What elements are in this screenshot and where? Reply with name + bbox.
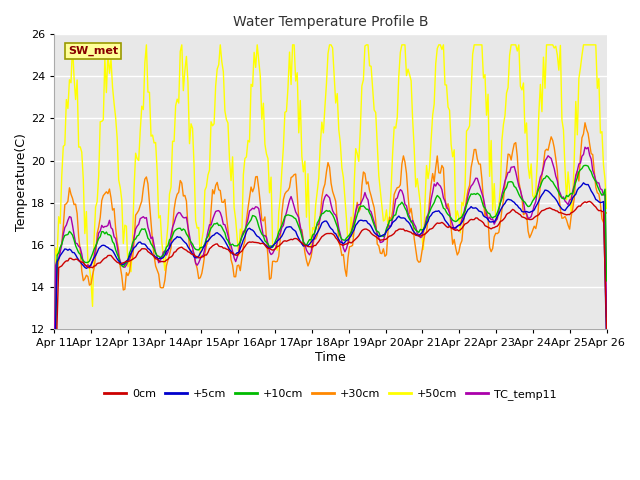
Y-axis label: Temperature(C): Temperature(C): [15, 132, 28, 230]
Text: SW_met: SW_met: [68, 46, 118, 56]
Title: Water Temperature Profile B: Water Temperature Profile B: [232, 15, 428, 29]
X-axis label: Time: Time: [315, 350, 346, 364]
Legend: 0cm, +5cm, +10cm, +30cm, +50cm, TC_temp11: 0cm, +5cm, +10cm, +30cm, +50cm, TC_temp1…: [100, 384, 561, 404]
